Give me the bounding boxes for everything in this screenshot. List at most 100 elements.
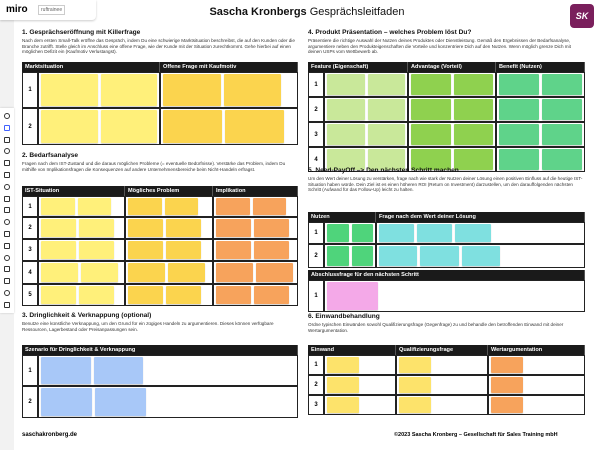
sticky-note[interactable] xyxy=(216,241,252,259)
sticky-note[interactable] xyxy=(453,149,493,170)
sticky-note[interactable] xyxy=(542,99,582,120)
sticky-note[interactable] xyxy=(128,263,165,282)
sticky-note[interactable] xyxy=(80,263,118,282)
sticky-note[interactable] xyxy=(41,357,91,384)
sticky-note[interactable] xyxy=(367,99,405,120)
sticky-note[interactable] xyxy=(41,263,78,282)
sticky-note[interactable] xyxy=(411,74,451,95)
sticky-note[interactable] xyxy=(100,74,157,106)
sticky-note[interactable] xyxy=(216,219,252,237)
sticky-note[interactable] xyxy=(453,99,493,120)
sticky-note[interactable] xyxy=(379,246,418,266)
tool-button[interactable] xyxy=(4,290,10,296)
sticky-note[interactable] xyxy=(327,124,365,145)
sticky-note[interactable] xyxy=(163,74,221,106)
sticky-note[interactable] xyxy=(167,263,205,282)
sticky-note[interactable] xyxy=(367,74,405,95)
sticky-note[interactable] xyxy=(420,246,459,266)
sticky-note[interactable] xyxy=(499,149,539,170)
tool-button[interactable] xyxy=(4,254,10,261)
sticky-note[interactable] xyxy=(93,357,144,384)
tool-button[interactable] xyxy=(4,113,10,119)
sticky-note[interactable] xyxy=(255,263,293,282)
sticky-note[interactable] xyxy=(95,388,147,416)
sticky-note[interactable] xyxy=(100,110,157,143)
sticky-note[interactable] xyxy=(411,124,451,145)
tool-button[interactable] xyxy=(4,219,10,226)
sticky-note[interactable] xyxy=(453,124,493,145)
sticky-note[interactable] xyxy=(327,397,359,413)
sticky-note[interactable] xyxy=(461,246,501,266)
sticky-note[interactable] xyxy=(128,198,162,215)
tool-button[interactable] xyxy=(4,195,10,202)
sticky-note[interactable] xyxy=(79,286,115,304)
tool-button[interactable] xyxy=(4,278,10,285)
sticky-note[interactable] xyxy=(223,74,282,106)
sticky-note[interactable] xyxy=(216,263,253,282)
sticky-note[interactable] xyxy=(491,377,523,393)
sticky-note[interactable] xyxy=(41,219,77,237)
sticky-note[interactable] xyxy=(455,224,491,242)
sticky-note[interactable] xyxy=(542,149,582,170)
tool-button[interactable] xyxy=(4,231,10,237)
sticky-note[interactable] xyxy=(367,124,405,145)
sticky-note[interactable] xyxy=(128,219,164,237)
board-name[interactable]: ruftrainee xyxy=(38,5,66,15)
sticky-note[interactable] xyxy=(254,241,290,259)
sticky-note[interactable] xyxy=(254,286,290,304)
sticky-note[interactable] xyxy=(351,224,373,242)
app-name[interactable]: miro xyxy=(6,4,28,15)
sticky-note[interactable] xyxy=(327,246,349,266)
sticky-note[interactable] xyxy=(399,397,431,413)
sticky-note[interactable] xyxy=(164,198,199,215)
sticky-note[interactable] xyxy=(41,388,93,416)
sticky-note[interactable] xyxy=(542,74,582,95)
sticky-note[interactable] xyxy=(453,74,493,95)
sticky-note[interactable] xyxy=(166,286,202,304)
sticky-note[interactable] xyxy=(163,110,223,143)
sticky-note[interactable] xyxy=(327,357,359,373)
tool-button[interactable] xyxy=(4,266,10,273)
sticky-note[interactable] xyxy=(327,149,365,170)
sticky-note[interactable] xyxy=(166,241,202,259)
sticky-note[interactable] xyxy=(367,149,405,170)
sticky-note[interactable] xyxy=(79,241,115,259)
sticky-note[interactable] xyxy=(41,286,77,304)
sticky-note[interactable] xyxy=(166,219,202,237)
sticky-note[interactable] xyxy=(417,224,453,242)
tool-button[interactable] xyxy=(4,301,10,308)
sticky-note[interactable] xyxy=(41,198,75,215)
sticky-note[interactable] xyxy=(327,224,349,242)
tool-button[interactable] xyxy=(4,136,10,143)
sticky-note[interactable] xyxy=(327,74,365,95)
sticky-note[interactable] xyxy=(411,99,451,120)
sticky-note[interactable] xyxy=(542,124,582,145)
sticky-note[interactable] xyxy=(41,241,77,259)
sticky-note[interactable] xyxy=(491,357,523,373)
sticky-note[interactable] xyxy=(128,286,164,304)
sticky-note[interactable] xyxy=(411,149,451,170)
tool-button[interactable] xyxy=(4,160,10,167)
sticky-note[interactable] xyxy=(399,377,431,393)
sticky-note[interactable] xyxy=(399,357,431,373)
sticky-note[interactable] xyxy=(379,224,415,242)
sticky-note[interactable] xyxy=(216,286,252,304)
sticky-note[interactable] xyxy=(77,198,112,215)
tool-button[interactable] xyxy=(4,207,10,214)
sticky-note[interactable] xyxy=(254,219,290,237)
sticky-note[interactable] xyxy=(491,397,523,413)
sticky-note[interactable] xyxy=(351,246,373,266)
sticky-note[interactable] xyxy=(79,219,115,237)
tool-button[interactable] xyxy=(4,124,10,131)
tool-button[interactable] xyxy=(4,148,10,155)
sticky-note[interactable] xyxy=(252,198,287,215)
sticky-note[interactable] xyxy=(499,124,539,145)
sticky-note[interactable] xyxy=(128,241,164,259)
sticky-note[interactable] xyxy=(499,74,539,95)
tool-button[interactable] xyxy=(4,172,10,178)
sticky-note[interactable] xyxy=(225,110,285,143)
sticky-note[interactable] xyxy=(216,198,250,215)
tool-button[interactable] xyxy=(4,242,10,249)
sticky-note[interactable] xyxy=(499,99,539,120)
sticky-note[interactable] xyxy=(327,282,379,310)
